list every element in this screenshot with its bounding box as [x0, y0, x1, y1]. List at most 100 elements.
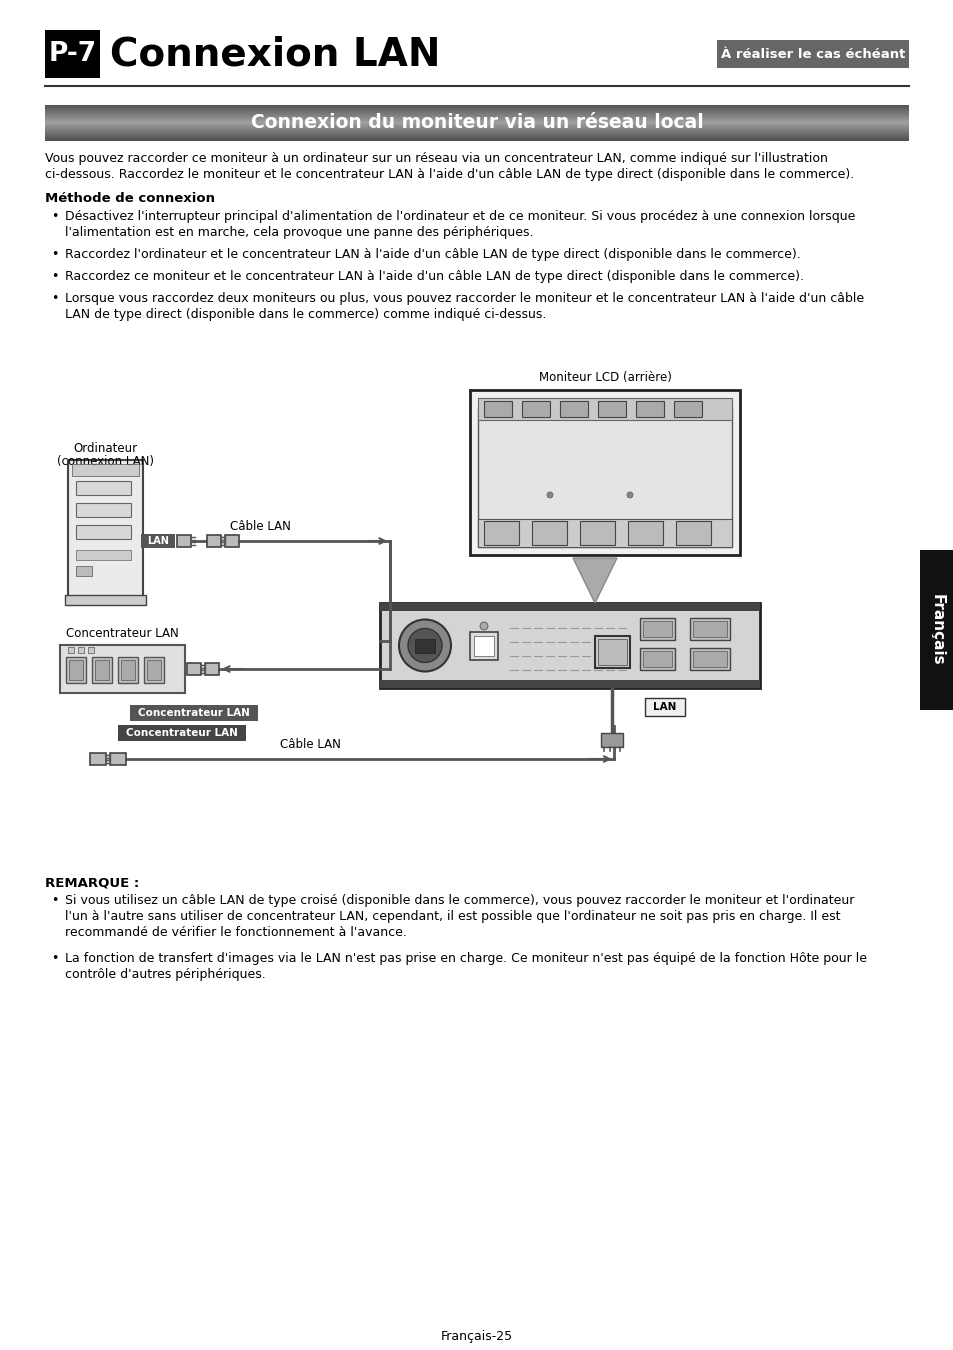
Text: Câble LAN: Câble LAN — [279, 738, 340, 751]
Bar — [76, 566, 91, 576]
Bar — [69, 660, 83, 680]
Bar — [76, 504, 131, 517]
Text: •: • — [51, 292, 58, 305]
Text: Connexion du moniteur via un réseau local: Connexion du moniteur via un réseau loca… — [251, 113, 702, 132]
Text: Français-25: Français-25 — [440, 1330, 513, 1343]
Bar — [483, 401, 512, 417]
Bar — [415, 639, 435, 652]
Bar — [60, 645, 185, 693]
Bar — [110, 753, 126, 765]
Bar — [121, 660, 135, 680]
Bar — [477, 398, 731, 420]
Text: P-7: P-7 — [49, 40, 96, 68]
Text: l'alimentation est en marche, cela provoque une panne des périphériques.: l'alimentation est en marche, cela provo… — [65, 225, 533, 239]
Bar — [90, 753, 106, 765]
Text: La fonction de transfert d'images via le LAN n'est pas prise en charge. Ce monit: La fonction de transfert d'images via le… — [65, 952, 866, 965]
Bar — [601, 733, 623, 747]
Bar — [676, 521, 710, 545]
Text: Désactivez l'interrupteur principal d'alimentation de l'ordinateur et de ce moni: Désactivez l'interrupteur principal d'al… — [65, 211, 855, 223]
Text: •: • — [51, 270, 58, 284]
Text: recommandé de vérifier le fonctionnement à l'avance.: recommandé de vérifier le fonctionnement… — [65, 926, 406, 940]
Bar — [187, 663, 201, 675]
Text: Lorsque vous raccordez deux moniteurs ou plus, vous pouvez raccorder le moniteur: Lorsque vous raccordez deux moniteurs ou… — [65, 292, 863, 305]
Circle shape — [408, 629, 441, 663]
Bar — [130, 705, 257, 721]
Bar — [689, 618, 729, 640]
Bar — [95, 660, 109, 680]
Bar — [379, 603, 760, 612]
Bar — [65, 595, 146, 605]
Bar — [636, 401, 663, 417]
Bar — [692, 621, 726, 637]
Text: •: • — [51, 211, 58, 223]
Bar — [689, 648, 729, 670]
Text: •: • — [51, 894, 58, 907]
Bar — [474, 636, 494, 656]
Text: Méthode de connexion: Méthode de connexion — [45, 192, 214, 205]
Bar — [144, 657, 164, 683]
Text: contrôle d'autres périphériques.: contrôle d'autres périphériques. — [65, 968, 266, 981]
Bar — [45, 30, 100, 78]
Bar — [141, 535, 174, 548]
Bar — [692, 651, 726, 667]
Bar — [919, 549, 953, 710]
Bar — [579, 521, 615, 545]
Text: LAN de type direct (disponible dans le commerce) comme indiqué ci-dessus.: LAN de type direct (disponible dans le c… — [65, 308, 546, 321]
Bar — [225, 535, 239, 547]
Text: •: • — [51, 952, 58, 965]
Bar — [717, 40, 908, 68]
Bar — [470, 390, 740, 555]
Bar — [521, 401, 550, 417]
Text: Raccordez l'ordinateur et le concentrateur LAN à l'aide d'un câble LAN de type d: Raccordez l'ordinateur et le concentrate… — [65, 248, 800, 261]
Bar — [76, 525, 131, 539]
Bar — [205, 663, 219, 675]
Bar — [78, 647, 84, 653]
Bar — [66, 657, 86, 683]
Text: Si vous utilisez un câble LAN de type croisé (disponible dans le commerce), vous: Si vous utilisez un câble LAN de type cr… — [65, 894, 854, 907]
Circle shape — [626, 491, 633, 498]
Text: REMARQUE :: REMARQUE : — [45, 876, 139, 890]
Bar — [477, 518, 731, 547]
Bar — [207, 535, 221, 547]
Bar — [470, 632, 497, 660]
Text: Français: Français — [928, 594, 943, 666]
Bar — [642, 651, 671, 667]
Bar — [598, 401, 625, 417]
Bar — [595, 636, 629, 668]
Bar — [68, 647, 74, 653]
Bar — [559, 401, 587, 417]
Text: Concentrateur LAN: Concentrateur LAN — [66, 626, 179, 640]
Bar — [379, 680, 760, 688]
Bar — [147, 660, 161, 680]
Text: Connexion LAN: Connexion LAN — [110, 35, 440, 73]
Bar — [483, 521, 518, 545]
Text: Concentrateur LAN: Concentrateur LAN — [126, 728, 237, 738]
Circle shape — [479, 622, 488, 630]
Bar — [91, 657, 112, 683]
Circle shape — [398, 620, 451, 671]
Bar — [118, 725, 246, 741]
Text: ci-dessous. Raccordez le moniteur et le concentrateur LAN à l'aide d'un câble LA: ci-dessous. Raccordez le moniteur et le … — [45, 167, 853, 181]
Bar — [598, 639, 626, 666]
Text: Câble LAN: Câble LAN — [230, 520, 290, 533]
Bar — [379, 603, 760, 688]
Polygon shape — [573, 558, 617, 603]
Bar — [71, 464, 139, 477]
Bar — [118, 657, 138, 683]
Bar — [639, 618, 675, 640]
Bar — [627, 521, 662, 545]
Text: LAN: LAN — [147, 536, 169, 545]
Text: Ordinateur: Ordinateur — [73, 441, 137, 455]
Bar — [76, 549, 131, 560]
Bar — [639, 648, 675, 670]
Text: l'un à l'autre sans utiliser de concentrateur LAN, cependant, il est possible qu: l'un à l'autre sans utiliser de concentr… — [65, 910, 840, 923]
Bar — [642, 621, 671, 637]
Bar — [532, 521, 566, 545]
Text: •: • — [51, 248, 58, 261]
Text: Moniteur LCD (arrière): Moniteur LCD (arrière) — [538, 371, 671, 383]
Text: (connexion LAN): (connexion LAN) — [57, 455, 153, 468]
Bar — [673, 401, 701, 417]
Text: Raccordez ce moniteur et le concentrateur LAN à l'aide d'un câble LAN de type di: Raccordez ce moniteur et le concentrateu… — [65, 270, 803, 284]
Bar — [88, 647, 94, 653]
Bar — [177, 535, 191, 547]
